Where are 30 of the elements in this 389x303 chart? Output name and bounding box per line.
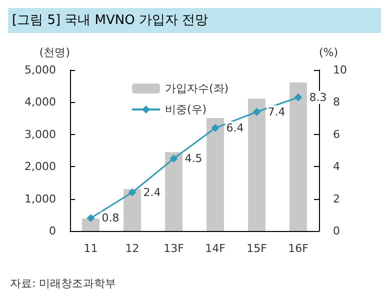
y2-tick-label: 10 xyxy=(333,64,347,76)
x-tick-label: 16F xyxy=(288,242,308,255)
y-tick-label: 1,000 xyxy=(24,192,56,206)
y-tick-label: 2,000 xyxy=(24,160,56,174)
data-label: 2.4 xyxy=(143,186,161,199)
y2-tick-label: 6 xyxy=(333,128,340,141)
y2-axis-title: (%) xyxy=(319,46,338,59)
data-label: 4.5 xyxy=(184,152,202,166)
y-tick-label: 3,000 xyxy=(24,128,56,141)
data-label: 7.4 xyxy=(268,105,286,118)
y2-tick-label: 0 xyxy=(333,224,340,238)
y-tick-label: 0 xyxy=(49,224,56,238)
text: 자료: 미래창조과학부 xyxy=(10,277,116,290)
y2-tick-label: 8 xyxy=(333,96,340,109)
y-tick-label: 5,000 xyxy=(24,64,56,76)
x-tick-label: 15F xyxy=(246,242,267,255)
y-tick-label: 4,000 xyxy=(24,96,56,109)
y2-tick-label: 2 xyxy=(333,192,340,206)
data-label: 6.4 xyxy=(226,121,244,134)
data-label: 0.8 xyxy=(102,212,120,225)
x-tick-label: 11 xyxy=(84,242,98,255)
y2-tick-label: 4 xyxy=(333,160,340,174)
chart-title: [그림 5] 국내 MVNO 가입자 전망 xyxy=(12,13,208,28)
legend-label: 비중(우) xyxy=(165,103,207,116)
x-tick-label: 12 xyxy=(125,242,140,255)
x-tick-label: 13F xyxy=(164,242,184,255)
legend-label: 가입자수(좌) xyxy=(165,82,229,95)
y-axis-title: (천명) xyxy=(39,46,70,59)
data-label: 8.3 xyxy=(309,90,327,104)
x-tick-label: 14F xyxy=(205,242,226,255)
